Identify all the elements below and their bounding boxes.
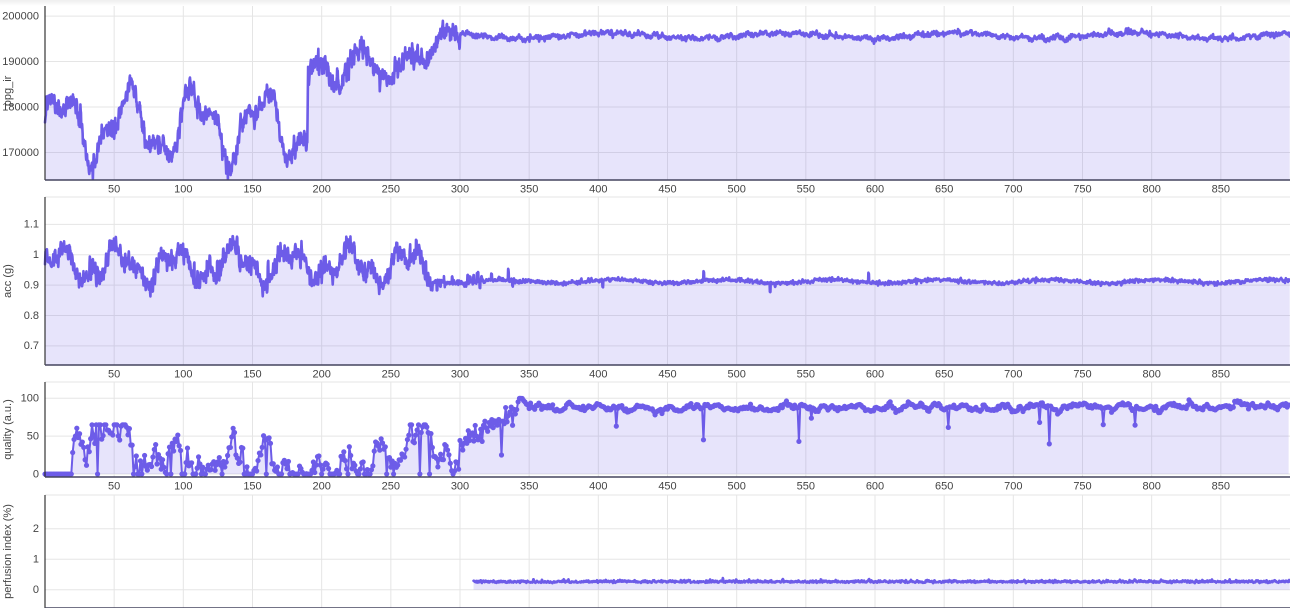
svg-text:600: 600	[866, 481, 884, 493]
svg-text:200: 200	[312, 481, 330, 493]
svg-text:750: 750	[1073, 184, 1091, 196]
svg-text:200: 200	[312, 369, 330, 381]
svg-text:750: 750	[1073, 369, 1091, 381]
svg-text:50: 50	[27, 430, 39, 442]
svg-text:50: 50	[108, 184, 120, 196]
svg-text:0: 0	[33, 468, 39, 480]
svg-text:600: 600	[866, 184, 884, 196]
svg-text:1: 1	[33, 554, 39, 566]
svg-text:800: 800	[1142, 369, 1160, 381]
svg-text:250: 250	[382, 481, 400, 493]
svg-text:450: 450	[658, 481, 676, 493]
svg-text:350: 350	[520, 184, 538, 196]
svg-text:0.7: 0.7	[24, 340, 39, 352]
svg-text:250: 250	[382, 184, 400, 196]
svg-text:300: 300	[451, 481, 469, 493]
svg-text:800: 800	[1142, 481, 1160, 493]
svg-text:170000: 170000	[2, 147, 39, 159]
svg-text:150: 150	[243, 184, 261, 196]
svg-text:800: 800	[1142, 184, 1160, 196]
svg-text:200: 200	[312, 184, 330, 196]
svg-text:850: 850	[1212, 481, 1230, 493]
svg-text:2: 2	[33, 523, 39, 535]
svg-text:750: 750	[1073, 481, 1091, 493]
svg-text:0.9: 0.9	[24, 279, 39, 291]
svg-text:100: 100	[21, 393, 39, 405]
svg-text:250: 250	[382, 369, 400, 381]
svg-text:500: 500	[727, 184, 745, 196]
svg-text:550: 550	[797, 184, 815, 196]
svg-text:0.8: 0.8	[24, 310, 39, 322]
svg-text:200000: 200000	[2, 10, 39, 22]
svg-text:350: 350	[520, 481, 538, 493]
svg-text:acc (g): acc (g)	[2, 264, 14, 298]
svg-text:1: 1	[33, 249, 39, 261]
svg-text:50: 50	[108, 369, 120, 381]
svg-text:0: 0	[33, 584, 39, 596]
svg-text:700: 700	[1004, 184, 1022, 196]
svg-text:600: 600	[866, 369, 884, 381]
svg-text:150: 150	[243, 369, 261, 381]
svg-text:700: 700	[1004, 481, 1022, 493]
svg-text:650: 650	[935, 369, 953, 381]
svg-text:500: 500	[727, 481, 745, 493]
svg-text:300: 300	[451, 369, 469, 381]
svg-text:450: 450	[658, 184, 676, 196]
svg-text:850: 850	[1212, 369, 1230, 381]
svg-text:500: 500	[727, 369, 745, 381]
svg-text:400: 400	[589, 481, 607, 493]
svg-text:quality (a.u.): quality (a.u.)	[2, 399, 14, 460]
svg-text:1.1: 1.1	[24, 219, 39, 231]
svg-text:700: 700	[1004, 369, 1022, 381]
svg-text:550: 550	[797, 481, 815, 493]
svg-text:ppg_ir: ppg_ir	[2, 75, 14, 106]
svg-text:850: 850	[1212, 184, 1230, 196]
svg-text:50: 50	[108, 481, 120, 493]
svg-text:550: 550	[797, 369, 815, 381]
svg-text:650: 650	[935, 184, 953, 196]
svg-text:100: 100	[174, 481, 192, 493]
svg-text:300: 300	[451, 184, 469, 196]
svg-text:650: 650	[935, 481, 953, 493]
svg-text:400: 400	[589, 184, 607, 196]
svg-text:150: 150	[243, 481, 261, 493]
svg-text:100: 100	[174, 369, 192, 381]
svg-text:perfusion index (%): perfusion index (%)	[2, 504, 14, 599]
svg-text:450: 450	[658, 369, 676, 381]
svg-text:400: 400	[589, 369, 607, 381]
svg-text:100: 100	[174, 184, 192, 196]
svg-text:350: 350	[520, 369, 538, 381]
svg-text:190000: 190000	[2, 56, 39, 68]
